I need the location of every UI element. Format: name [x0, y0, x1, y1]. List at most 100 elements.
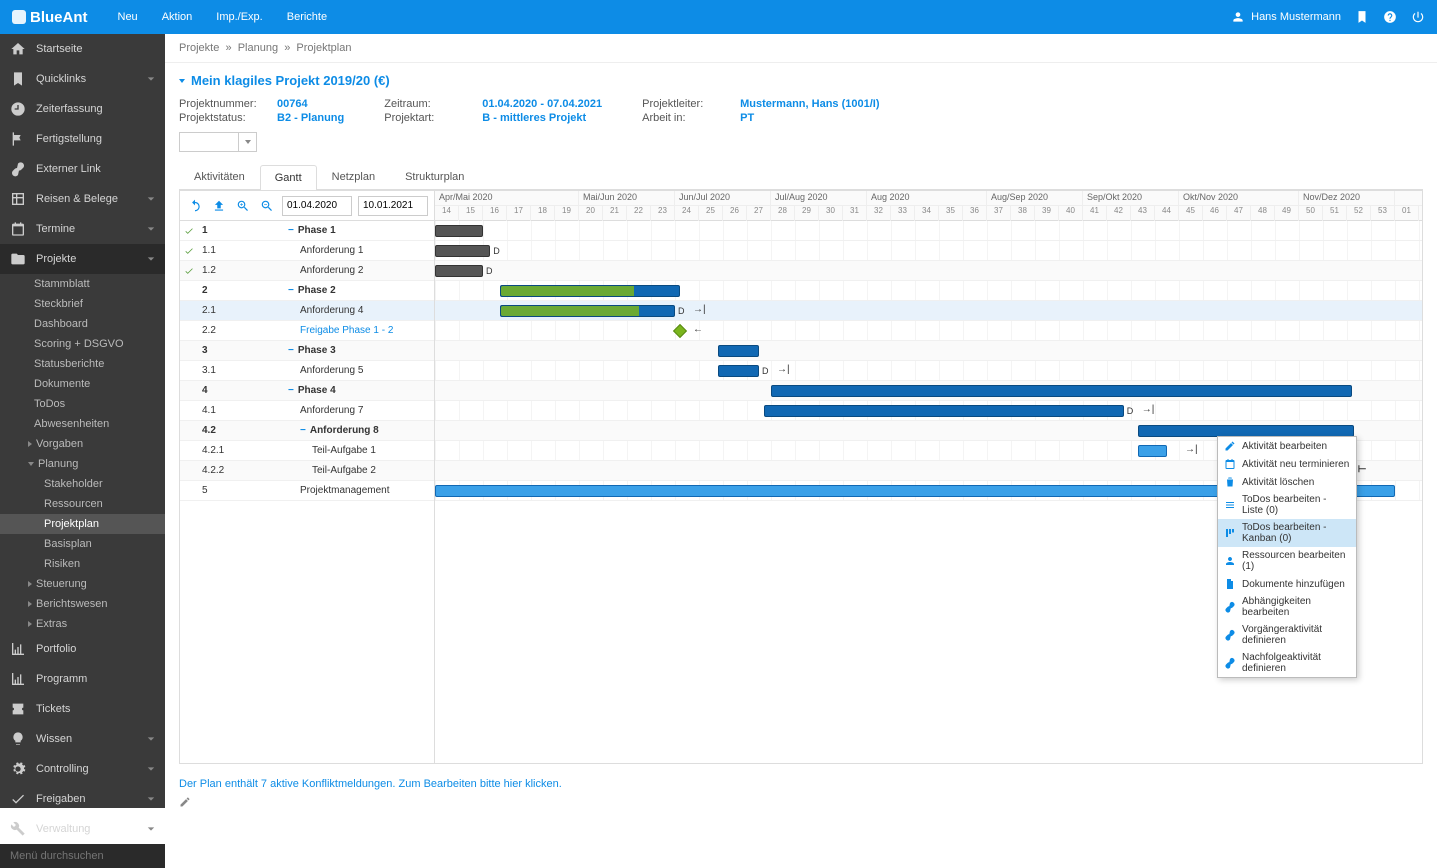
sidebar-item-reisen-belege[interactable]: Reisen & Belege	[0, 184, 165, 214]
sidebar-subsubitem-stakeholder[interactable]: Stakeholder	[0, 474, 165, 494]
collapse-icon[interactable]: −	[288, 345, 294, 356]
user-display[interactable]: Hans Mustermann	[1231, 10, 1341, 24]
task-row[interactable]: 4.2.2Teil-Aufgabe 2	[180, 461, 434, 481]
sidebar-item-fertigstellung[interactable]: Fertigstellung	[0, 124, 165, 154]
tab-aktivitaeten[interactable]: Aktivitäten	[179, 164, 260, 189]
filter-select[interactable]	[179, 132, 239, 152]
collapse-icon[interactable]: −	[288, 385, 294, 396]
gantt-bar[interactable]: D	[500, 305, 675, 317]
date-from-input[interactable]	[282, 196, 352, 216]
sidebar-item-verwaltung[interactable]: Verwaltung	[0, 814, 165, 844]
context-menu-item[interactable]: Aktivität löschen	[1218, 473, 1356, 491]
breadcrumb-1[interactable]: Planung	[238, 42, 278, 54]
sidebar-subitem-scoring-dsgvo[interactable]: Scoring + DSGVO	[0, 334, 165, 354]
task-row[interactable]: 2.2Freigabe Phase 1 - 2	[180, 321, 434, 341]
sidebar-search-input[interactable]	[10, 850, 155, 862]
task-row[interactable]: 2.1Anforderung 4	[180, 301, 434, 321]
gantt-row[interactable]: D	[435, 261, 1422, 281]
tab-strukturplan[interactable]: Strukturplan	[390, 164, 479, 189]
collapse-icon[interactable]	[179, 79, 185, 83]
date-to-input[interactable]	[358, 196, 428, 216]
task-row[interactable]: 1−Phase 1	[180, 221, 434, 241]
sidebar-subitem-stammblatt[interactable]: Stammblatt	[0, 274, 165, 294]
context-menu-item[interactable]: Aktivität bearbeiten	[1218, 437, 1356, 455]
topmenu-neu[interactable]: Neu	[118, 11, 138, 23]
edit-icon[interactable]	[179, 796, 191, 808]
sidebar-item-termine[interactable]: Termine	[0, 214, 165, 244]
sidebar-subsubitem-risiken[interactable]: Risiken	[0, 554, 165, 574]
logout-button[interactable]	[1411, 10, 1425, 24]
task-row[interactable]: 3.1Anforderung 5	[180, 361, 434, 381]
topmenu-aktion[interactable]: Aktion	[162, 11, 193, 23]
gantt-bar[interactable]	[435, 225, 483, 237]
sidebar-group-vorgaben[interactable]: Vorgaben	[0, 434, 165, 454]
sidebar-subitem-steckbrief[interactable]: Steckbrief	[0, 294, 165, 314]
sidebar-group-planung[interactable]: Planung	[0, 454, 165, 474]
conflict-message[interactable]: Der Plan enthält 7 aktive Konfliktmeldun…	[165, 774, 1437, 794]
task-row[interactable]: 5Projektmanagement	[180, 481, 434, 501]
sidebar-subsubitem-basisplan[interactable]: Basisplan	[0, 534, 165, 554]
sidebar-item-freigaben[interactable]: Freigaben	[0, 784, 165, 814]
task-row[interactable]: 4−Phase 4	[180, 381, 434, 401]
sidebar-item-externer-link[interactable]: Externer Link	[0, 154, 165, 184]
collapse-icon[interactable]: −	[288, 285, 294, 296]
gantt-row[interactable]	[435, 221, 1422, 241]
gantt-bar[interactable]: D	[718, 365, 759, 377]
breadcrumb-0[interactable]: Projekte	[179, 42, 219, 54]
sidebar-group-steuerung[interactable]: Steuerung	[0, 574, 165, 594]
sidebar-subitem-dashboard[interactable]: Dashboard	[0, 314, 165, 334]
topmenu-berichte[interactable]: Berichte	[287, 11, 327, 23]
tab-gantt[interactable]: Gantt	[260, 165, 317, 190]
context-menu-item[interactable]: Nachfolgeaktivität definieren	[1218, 649, 1356, 677]
gantt-bar[interactable]	[771, 385, 1352, 397]
gantt-row[interactable]: ←	[435, 321, 1422, 341]
sidebar-group-extras[interactable]: Extras	[0, 614, 165, 634]
gantt-bar[interactable]: D	[764, 405, 1124, 417]
gantt-row[interactable]: D→|	[435, 361, 1422, 381]
context-menu-item[interactable]: Dokumente hinzufügen	[1218, 575, 1356, 593]
context-menu-item[interactable]: ToDos bearbeiten - Kanban (0)	[1218, 519, 1356, 547]
sidebar-subsubitem-projektplan[interactable]: Projektplan	[0, 514, 165, 534]
task-row[interactable]: 3−Phase 3	[180, 341, 434, 361]
context-menu-item[interactable]: ToDos bearbeiten - Liste (0)	[1218, 491, 1356, 519]
topmenu-imp-exp[interactable]: Imp./Exp.	[216, 11, 262, 23]
sidebar-item-wissen[interactable]: Wissen	[0, 724, 165, 754]
task-row[interactable]: 4.2.1Teil-Aufgabe 1	[180, 441, 434, 461]
gantt-bar[interactable]	[1138, 445, 1167, 457]
upload-button[interactable]	[210, 197, 228, 215]
gantt-row[interactable]	[435, 341, 1422, 361]
sidebar-subsubitem-ressourcen[interactable]: Ressourcen	[0, 494, 165, 514]
gantt-bar[interactable]	[718, 345, 759, 357]
sidebar-group-berichtswesen[interactable]: Berichtswesen	[0, 594, 165, 614]
context-menu-item[interactable]: Abhängigkeiten bearbeiten	[1218, 593, 1356, 621]
task-row[interactable]: 1.1Anforderung 1	[180, 241, 434, 261]
sidebar-subitem-abwesenheiten[interactable]: Abwesenheiten	[0, 414, 165, 434]
context-menu-item[interactable]: Ressourcen bearbeiten (1)	[1218, 547, 1356, 575]
sidebar-subitem-todos[interactable]: ToDos	[0, 394, 165, 414]
gantt-row[interactable]: D→|	[435, 301, 1422, 321]
gantt-bar[interactable]	[500, 285, 680, 297]
task-row[interactable]: 4.1Anforderung 7	[180, 401, 434, 421]
sidebar-item-startseite[interactable]: Startseite	[0, 34, 165, 64]
collapse-icon[interactable]: −	[288, 225, 294, 236]
tab-netzplan[interactable]: Netzplan	[317, 164, 390, 189]
zoom-in-button[interactable]	[234, 197, 252, 215]
gantt-timeline[interactable]: Apr/Mai 2020Mai/Jun 2020Jun/Jul 2020Jul/…	[435, 191, 1422, 763]
task-row[interactable]: 4.2−Anforderung 8	[180, 421, 434, 441]
gantt-row[interactable]: D→|	[435, 401, 1422, 421]
sidebar-subitem-dokumente[interactable]: Dokumente	[0, 374, 165, 394]
help-button[interactable]	[1383, 10, 1397, 24]
sidebar-item-quicklinks[interactable]: Quicklinks	[0, 64, 165, 94]
sidebar-item-controlling[interactable]: Controlling	[0, 754, 165, 784]
sidebar-subitem-statusberichte[interactable]: Statusberichte	[0, 354, 165, 374]
zoom-out-button[interactable]	[258, 197, 276, 215]
sidebar-item-programm[interactable]: Programm	[0, 664, 165, 694]
filter-dropdown-button[interactable]	[239, 132, 257, 152]
context-menu-item[interactable]: Vorgängeraktivität definieren	[1218, 621, 1356, 649]
collapse-icon[interactable]: −	[300, 425, 306, 436]
conflict-link[interactable]: Der Plan enthält 7 aktive Konfliktmeldun…	[179, 778, 562, 790]
undo-button[interactable]	[186, 197, 204, 215]
gantt-bar[interactable]: D	[435, 265, 483, 277]
task-row[interactable]: 2−Phase 2	[180, 281, 434, 301]
sidebar-item-portfolio[interactable]: Portfolio	[0, 634, 165, 664]
